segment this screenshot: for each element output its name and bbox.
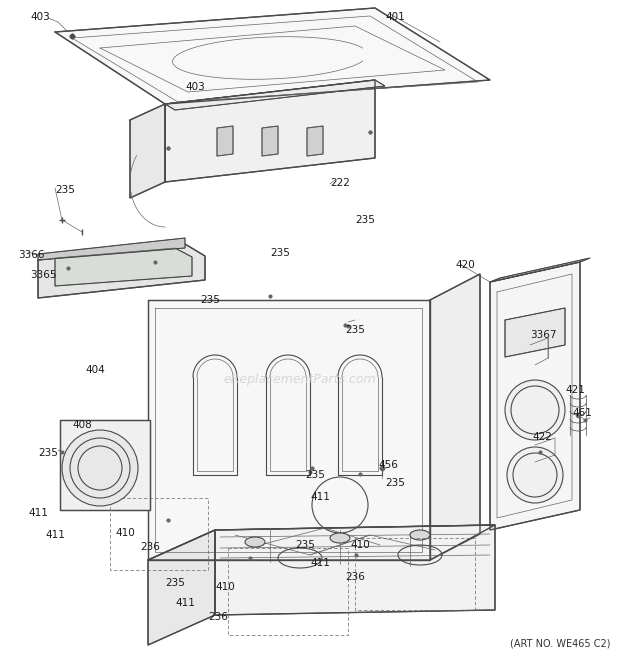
Text: (ART NO. WE465 C2): (ART NO. WE465 C2) (510, 638, 610, 648)
Text: 3367: 3367 (530, 330, 557, 340)
Ellipse shape (505, 380, 565, 440)
Text: 420: 420 (455, 260, 475, 270)
Text: 411: 411 (175, 598, 195, 608)
Polygon shape (430, 274, 480, 560)
Polygon shape (60, 420, 150, 510)
Text: 235: 235 (270, 248, 290, 258)
Text: eReplacementParts.com: eReplacementParts.com (224, 373, 376, 387)
Text: 403: 403 (185, 82, 205, 92)
Ellipse shape (507, 447, 563, 503)
Text: 235: 235 (55, 185, 75, 195)
Text: 235: 235 (295, 540, 315, 550)
Text: 222: 222 (330, 178, 350, 188)
Text: 235: 235 (165, 578, 185, 588)
Polygon shape (148, 300, 430, 560)
Text: 236: 236 (345, 572, 365, 582)
Text: 235: 235 (200, 295, 220, 305)
Text: 408: 408 (72, 420, 92, 430)
Text: 410: 410 (115, 528, 135, 538)
Polygon shape (148, 525, 495, 560)
Polygon shape (130, 104, 165, 198)
Text: 456: 456 (378, 460, 398, 470)
Text: 235: 235 (355, 215, 375, 225)
Polygon shape (55, 8, 490, 104)
Text: 411: 411 (28, 508, 48, 518)
Ellipse shape (245, 537, 265, 547)
Polygon shape (55, 248, 192, 286)
Polygon shape (215, 525, 495, 615)
Text: 401: 401 (385, 12, 405, 22)
Text: 411: 411 (45, 530, 65, 540)
Text: 236: 236 (140, 542, 160, 552)
Text: 236: 236 (208, 612, 228, 622)
Text: 410: 410 (350, 540, 370, 550)
Text: 235: 235 (38, 448, 58, 458)
Polygon shape (262, 126, 278, 156)
Polygon shape (165, 80, 385, 110)
Text: 235: 235 (385, 478, 405, 488)
Text: 461: 461 (572, 408, 592, 418)
Ellipse shape (330, 533, 350, 543)
Text: 403: 403 (30, 12, 50, 22)
Polygon shape (217, 126, 233, 156)
Text: 411: 411 (310, 558, 330, 568)
Polygon shape (38, 244, 205, 298)
Polygon shape (307, 126, 323, 156)
Polygon shape (505, 308, 565, 357)
Polygon shape (38, 238, 185, 260)
Text: 235: 235 (345, 325, 365, 335)
Text: 411: 411 (310, 492, 330, 502)
Text: 404: 404 (85, 365, 105, 375)
Text: 3365: 3365 (30, 270, 56, 280)
Text: 421: 421 (565, 385, 585, 395)
Text: 3366: 3366 (18, 250, 45, 260)
Polygon shape (165, 80, 375, 182)
Text: 410: 410 (215, 582, 235, 592)
Ellipse shape (410, 530, 430, 540)
Polygon shape (148, 530, 215, 645)
Polygon shape (490, 262, 580, 530)
Polygon shape (490, 258, 590, 282)
Ellipse shape (62, 430, 138, 506)
Text: 235: 235 (305, 470, 325, 480)
Text: 422: 422 (532, 432, 552, 442)
